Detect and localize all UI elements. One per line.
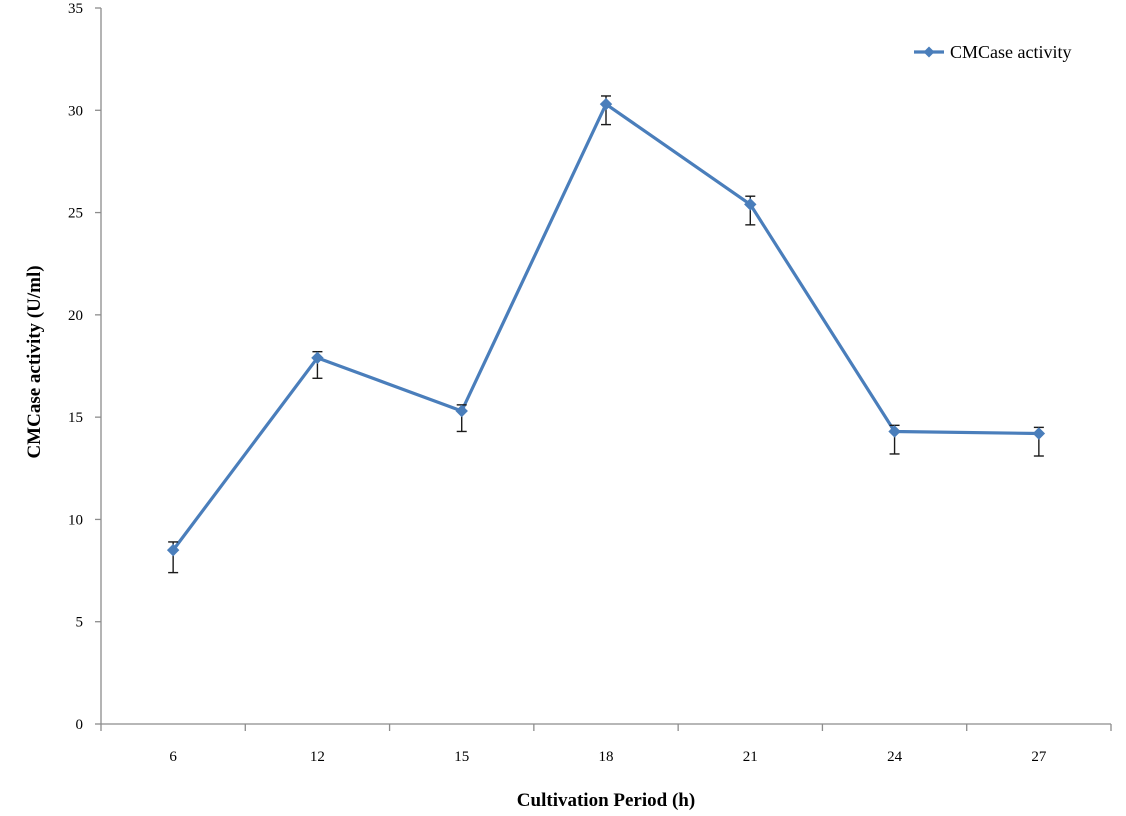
y-tick-label: 15 <box>68 410 83 426</box>
y-axis-title: CMCase activity (U/ml) <box>24 265 45 458</box>
y-tick-label: 20 <box>68 308 83 324</box>
legend-marker-swatch <box>923 46 935 58</box>
data-point <box>455 404 468 418</box>
x-tick-label: 18 <box>599 749 614 765</box>
y-tick-label: 10 <box>68 512 83 528</box>
data-point <box>1032 427 1046 440</box>
x-axis: 6 12 15 18 21 24 27 <box>100 723 1112 765</box>
x-tick-label: 15 <box>454 749 469 765</box>
x-axis-title: Cultivation Period (h) <box>517 790 695 811</box>
y-tick-label: 35 <box>68 1 83 17</box>
legend-label: CMCase activity <box>950 42 1071 62</box>
y-tick-label: 30 <box>68 103 83 119</box>
y-tick-label: 0 <box>76 717 84 733</box>
x-tick-label: 21 <box>743 749 758 765</box>
data-point <box>166 543 180 557</box>
legend: CMCase activity <box>914 42 1071 62</box>
x-tick-label: 27 <box>1031 749 1047 765</box>
data-point <box>599 97 613 111</box>
y-axis: 0 5 10 15 20 25 30 35 <box>68 1 102 733</box>
y-tick-label: 25 <box>68 206 83 222</box>
x-tick-label: 12 <box>310 749 325 765</box>
y-tick-label: 5 <box>76 615 84 631</box>
data-point <box>888 425 901 438</box>
x-tick-label: 24 <box>887 749 903 765</box>
x-tick-label: 6 <box>169 749 177 765</box>
series-group <box>166 95 1046 574</box>
series-line <box>171 102 1039 552</box>
data-point <box>744 198 757 211</box>
data-point <box>311 351 324 365</box>
